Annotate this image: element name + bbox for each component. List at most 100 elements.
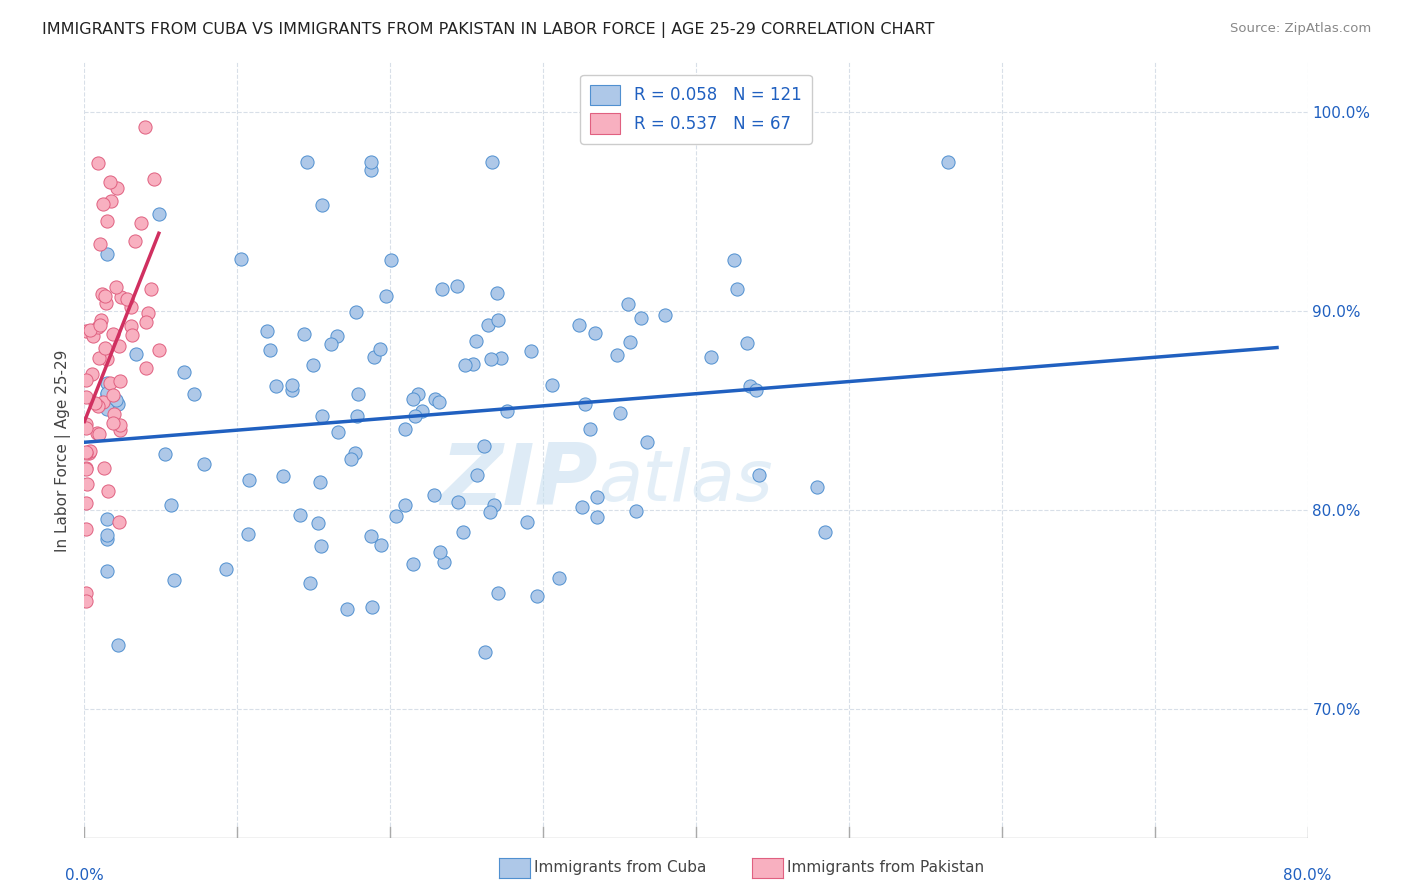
Point [229,252,252,266]
Point [103,407,125,421]
Point [281,377,304,392]
Point [90,313,112,327]
Point [360,155,382,169]
Point [108,516,131,530]
Point [87,427,110,442]
Point [454,358,477,372]
Point [813,525,835,540]
Point [328,425,350,439]
Point [183,387,205,401]
Point [256,324,278,338]
Point [153,447,176,461]
Point [75,390,97,404]
Point [394,498,416,512]
Point [87,319,110,334]
Point [75,461,97,475]
Point [148,343,170,358]
Point [97,484,120,499]
Point [148,207,170,221]
Point [100,194,122,209]
Point [120,318,142,333]
Point [96,512,118,526]
Point [430,282,453,296]
Point [84,396,107,410]
Point [101,388,124,402]
Point [486,286,509,301]
Point [411,404,433,418]
Point [609,406,631,420]
Point [77,445,100,459]
Point [360,529,382,543]
Point [363,351,385,365]
Point [617,297,640,311]
Point [486,585,509,599]
Point [76,477,98,491]
Point [368,342,391,356]
Point [87,351,110,365]
Point [496,403,519,417]
Point [120,300,142,314]
Point [302,358,325,372]
Point [484,498,506,512]
Point [124,234,146,248]
Point [75,445,97,459]
Point [281,384,304,398]
Point [108,418,131,433]
Point [290,508,312,522]
Point [394,422,416,436]
Point [311,409,333,423]
Point [568,318,591,332]
Point [75,373,97,387]
Point [107,397,129,411]
Point [264,379,287,393]
Point [90,286,112,301]
Point [447,495,470,509]
Point [110,374,132,388]
Point [96,214,118,228]
Point [654,308,676,322]
Point [75,496,97,510]
Point [380,252,402,267]
Point [326,328,349,343]
Point [723,253,745,268]
Point [429,395,451,409]
Point [96,246,118,260]
Point [110,289,132,303]
Point [136,306,159,320]
Point [402,392,425,407]
Point [346,409,368,423]
Point [271,469,294,483]
Point [236,527,259,541]
Point [121,328,143,343]
Point [429,544,451,558]
Point [700,350,723,364]
Point [486,312,509,326]
Point [738,378,761,392]
Point [630,311,652,326]
Point [744,383,766,397]
Point [446,279,468,293]
Point [96,386,118,401]
Point [433,555,456,569]
Point [402,558,425,572]
Point [98,175,121,189]
Point [339,452,361,467]
Point [309,539,332,553]
Point [385,508,408,523]
Point [135,361,157,376]
Point [343,446,366,460]
Point [464,334,486,348]
Point [624,504,647,518]
Point [215,561,238,575]
Point [135,316,157,330]
Point [735,335,758,350]
Point [94,289,117,303]
Point [93,395,115,409]
Point [477,318,499,332]
Point [636,434,658,449]
Point [519,344,541,359]
Point [404,409,426,423]
Text: Immigrants from Pakistan: Immigrants from Pakistan [787,861,984,875]
Point [748,468,770,483]
Point [292,327,315,342]
